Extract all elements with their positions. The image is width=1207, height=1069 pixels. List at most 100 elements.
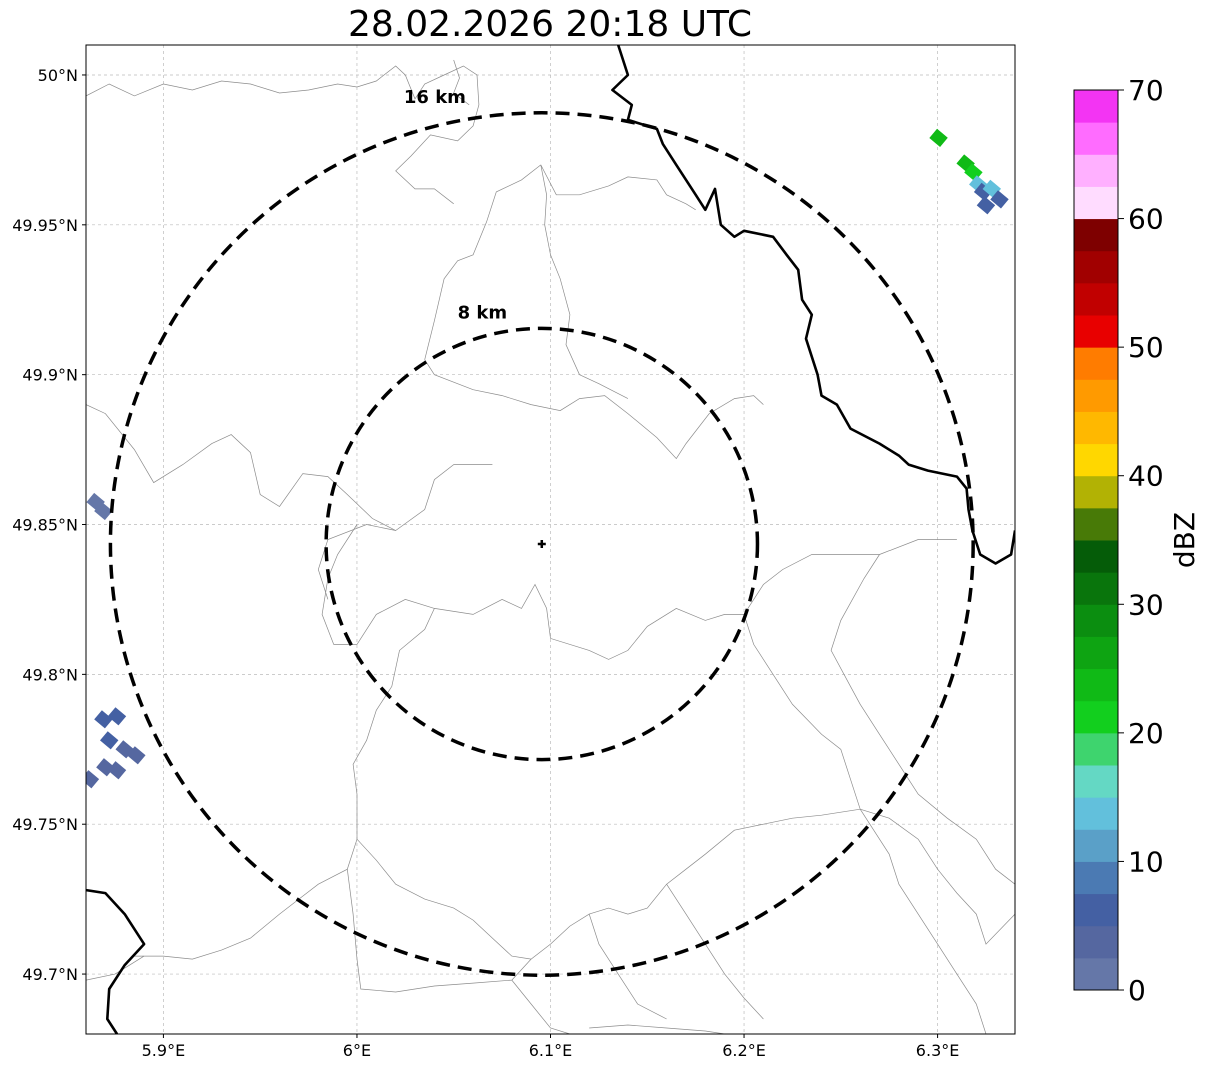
range-ring-label: 8 km xyxy=(458,302,508,323)
admin-boundary-line xyxy=(540,164,696,211)
colorbar-segment xyxy=(1074,122,1118,155)
radar-site-marker xyxy=(537,539,546,548)
admin-boundary-line xyxy=(588,913,667,1020)
colorbar-tick-label: 50 xyxy=(1128,331,1164,364)
radar-echoes xyxy=(86,128,1009,789)
lat-tick-label: 49.95°N xyxy=(12,216,78,235)
lon-tick-label: 6.2°E xyxy=(722,1041,766,1060)
colorbar-tick-label: 10 xyxy=(1128,845,1164,878)
country-border-line xyxy=(86,888,146,1034)
range-rings: 8 km 16 km xyxy=(108,87,975,977)
admin-boundary-line xyxy=(579,374,629,399)
admin-boundary-line xyxy=(356,808,861,960)
admin-boundary-line xyxy=(86,65,480,205)
colorbar-segment xyxy=(1074,379,1118,412)
admin-boundary-line xyxy=(453,59,470,106)
country-border-line xyxy=(611,45,1015,565)
radar-echo-cell xyxy=(100,731,119,750)
admin-boundary-line xyxy=(86,955,145,981)
colorbar-segment xyxy=(1074,411,1118,445)
radar-echo-cell xyxy=(94,710,113,729)
admin-boundary-line xyxy=(860,808,1015,945)
admin-boundary-line xyxy=(743,554,880,615)
lat-tick-label: 49.8°N xyxy=(22,665,78,684)
colorbar-segment xyxy=(1074,797,1118,830)
colorbar-segment xyxy=(1074,732,1118,766)
colorbar: 0 10 20 30 40 50 60 70 dBZ xyxy=(1073,74,1201,1007)
admin-boundary-line xyxy=(317,524,396,600)
radar-echo-cell xyxy=(973,182,993,201)
colorbar-segment xyxy=(1074,765,1118,798)
colorbar-segment xyxy=(1074,347,1118,380)
radar-echo-cell xyxy=(86,770,100,789)
colorbar-segment xyxy=(1074,250,1118,284)
colorbar-segment xyxy=(1074,957,1118,991)
admin-boundaries xyxy=(86,59,1015,1034)
lat-tick-label: 49.9°N xyxy=(22,366,78,385)
colorbar-segment xyxy=(1074,572,1118,605)
admin-boundary-line xyxy=(511,979,571,1034)
admin-boundary-line xyxy=(86,404,493,531)
admin-boundary-line xyxy=(321,524,744,660)
colorbar-segment xyxy=(1074,475,1118,509)
colorbar-tick-label: 30 xyxy=(1128,588,1164,621)
admin-boundary-line xyxy=(830,554,1015,885)
lat-tick-label: 49.85°N xyxy=(12,516,78,535)
colorbar-segment xyxy=(1074,893,1118,927)
colorbar-segment xyxy=(1074,90,1118,123)
colorbar-segment xyxy=(1074,829,1118,862)
colorbar-segment xyxy=(1074,700,1118,734)
map-axes: 5.9°E 6°E 6.1°E 6.2°E 6.3°E 50°N 49.95°N 49.9°N… xyxy=(12,66,959,1060)
admin-boundary-line xyxy=(540,164,580,375)
lat-tick-label: 49.7°N xyxy=(22,965,78,984)
admin-boundary-line xyxy=(346,869,532,993)
colorbar-segment xyxy=(1074,604,1118,637)
radar-echo-cell xyxy=(990,190,1009,209)
colorbar-label: dBZ xyxy=(1168,512,1201,568)
lon-tick-label: 6°E xyxy=(343,1041,371,1060)
radar-echo-cell xyxy=(94,501,113,521)
colorbar-tick-label: 40 xyxy=(1128,460,1164,493)
colorbar-segment xyxy=(1074,925,1118,959)
lon-tick-label: 6.3°E xyxy=(916,1041,960,1060)
range-ring xyxy=(324,326,760,762)
map-title: 28.02.2026 20:18 UTC xyxy=(347,4,753,45)
admin-boundary-line xyxy=(879,539,957,555)
lat-tick-label: 49.75°N xyxy=(12,815,78,834)
admin-boundary-line xyxy=(424,164,542,360)
radar-echo-cell xyxy=(976,196,996,215)
colorbar-segment xyxy=(1074,186,1118,220)
colorbar-segment xyxy=(1074,218,1118,252)
colorbar-tick-label: 20 xyxy=(1128,717,1164,750)
colorbar-tick-label: 60 xyxy=(1128,203,1164,236)
lat-tick-label: 50°N xyxy=(38,66,78,85)
colorbar-segment xyxy=(1074,861,1118,895)
country-borders xyxy=(86,45,1015,1034)
radar-echo-cell xyxy=(107,707,127,726)
range-ring xyxy=(108,111,975,977)
admin-boundary-line xyxy=(589,1024,725,1034)
gridlines xyxy=(86,45,1015,1034)
colorbar-segment xyxy=(1074,540,1118,573)
colorbar-segment xyxy=(1074,507,1118,541)
map-area[interactable]: 8 km 16 km xyxy=(81,45,1015,1034)
colorbar-segment xyxy=(1074,282,1118,316)
admin-boundary-line xyxy=(134,608,435,960)
radar-echo-cell xyxy=(127,746,146,765)
colorbar-segment xyxy=(1074,154,1118,187)
colorbar-tick-label: 70 xyxy=(1128,74,1164,107)
radar-echo-cell xyxy=(929,128,948,147)
lon-tick-label: 6.1°E xyxy=(529,1041,573,1060)
admin-boundary-line xyxy=(859,809,987,1034)
range-ring-label: 16 km xyxy=(404,87,466,108)
radar-echo-cell xyxy=(107,761,127,780)
lon-tick-label: 5.9°E xyxy=(142,1041,186,1060)
colorbar-segment xyxy=(1074,315,1118,348)
colorbar-segment xyxy=(1074,443,1118,477)
colorbar-segment xyxy=(1074,668,1118,702)
admin-boundary-line xyxy=(666,884,764,1020)
colorbar-segment xyxy=(1074,636,1118,670)
colorbar-frame xyxy=(1073,89,1119,991)
admin-boundary-line xyxy=(743,614,861,810)
